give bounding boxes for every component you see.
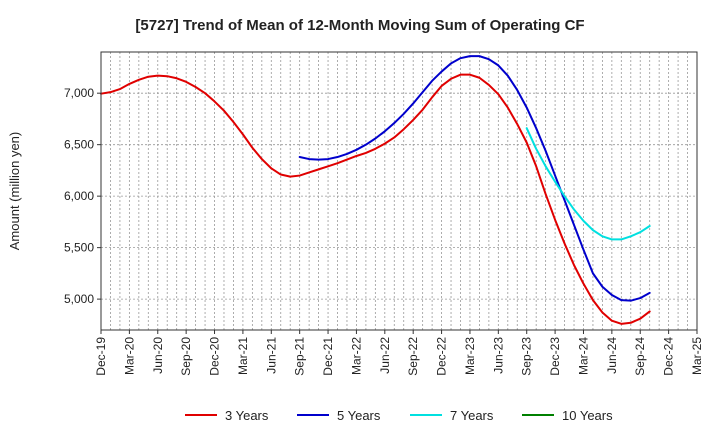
- y-tick-label: 7,000: [64, 86, 94, 100]
- x-tick-label: Mar-23: [463, 337, 477, 375]
- x-tick-label: Mar-22: [349, 337, 363, 375]
- grid: [101, 52, 697, 330]
- x-tick-label: Jun-23: [491, 337, 505, 374]
- plot-frame: [100, 51, 698, 331]
- y-axis-ticks: 5,000 5,500 6,000 6,500 7,000: [64, 86, 101, 306]
- x-tick-label: Sep-24: [633, 337, 647, 376]
- x-tick-label: Jun-21: [264, 337, 278, 374]
- x-tick-label: Dec-24: [662, 337, 676, 376]
- series-line-5-years: [298, 55, 651, 302]
- y-tick-label: 6,500: [64, 138, 94, 152]
- legend-label: 3 Years: [225, 408, 269, 423]
- x-tick-label: Mar-20: [122, 337, 136, 375]
- x-tick-label: Dec-20: [208, 337, 222, 376]
- x-tick-label: Mar-24: [576, 337, 590, 375]
- x-tick-label: Sep-21: [293, 337, 307, 376]
- legend-label: 7 Years: [450, 408, 494, 423]
- x-tick-label: Mar-25: [690, 337, 704, 375]
- series-line-7-years: [525, 127, 651, 241]
- y-tick-label: 6,000: [64, 189, 94, 203]
- x-tick-label: Dec-21: [321, 337, 335, 376]
- chart-title: [5727] Trend of Mean of 12-Month Moving …: [135, 17, 584, 34]
- x-tick-label: Jun-22: [378, 337, 392, 374]
- legend: 3 Years 5 Years 7 Years 10 Years: [185, 408, 613, 423]
- x-axis-ticks: Dec-19 Mar-20 Jun-20 Sep-20 Dec-20 Mar-21 Jun-…: [94, 330, 704, 376]
- x-tick-label: Dec-19: [94, 337, 108, 376]
- legend-label: 10 Years: [562, 408, 613, 423]
- x-tick-label: Jun-20: [151, 337, 165, 374]
- x-tick-label: Dec-23: [548, 337, 562, 376]
- series-layer: [100, 55, 651, 325]
- x-tick-label: Dec-22: [435, 337, 449, 376]
- x-tick-label: Jun-24: [605, 337, 619, 374]
- x-tick-label: Sep-22: [406, 337, 420, 376]
- x-tick-label: Mar-21: [236, 337, 250, 375]
- y-tick-label: 5,500: [64, 241, 94, 255]
- x-tick-label: Sep-20: [179, 337, 193, 376]
- y-axis-label: Amount (million yen): [7, 132, 22, 251]
- y-tick-label: 5,000: [64, 292, 94, 306]
- x-tick-label: Sep-23: [520, 337, 534, 376]
- series-line-3-years: [100, 73, 651, 325]
- legend-label: 5 Years: [337, 408, 381, 423]
